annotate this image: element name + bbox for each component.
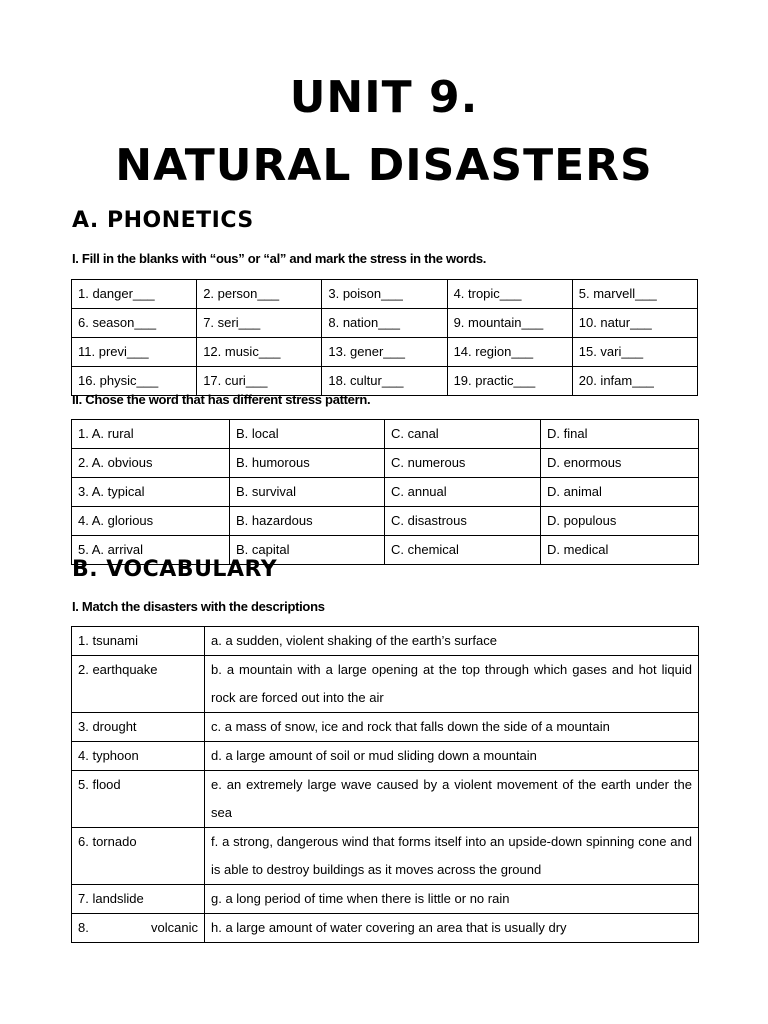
- option-cell: C. disastrous: [384, 506, 541, 536]
- word-cell: 10. natur___: [571, 308, 699, 338]
- table-row: 11. previ___ 12. music___ 13. gener___ 14. …: [70, 337, 699, 367]
- disaster-description: f. a strong, dangerous wind that forms i…: [204, 827, 699, 885]
- word-cell: 5. marvell___: [571, 279, 699, 309]
- disaster-term: 8. volcanic: [71, 913, 205, 943]
- table-row: 6. season___ 7. seri___ 8. nation___ 9. mou…: [70, 308, 699, 338]
- option-cell: B. capital: [229, 535, 385, 565]
- phonetics-instruction-2: II. Chose the word that has different st…: [72, 392, 371, 407]
- question-option-a: 1. A. rural: [71, 419, 230, 449]
- question-option-a: 2. A. obvious: [71, 448, 230, 478]
- option-cell: D. final: [540, 419, 699, 449]
- match-disasters-table: 1. tsunami a. a sudden, violent shaking o…: [71, 626, 699, 943]
- word-cell: 9. mountain___: [446, 308, 573, 338]
- fill-blanks-table: 1. danger___ 2. person___ 3. poison___ 4. t…: [70, 279, 699, 396]
- disaster-description: h. a large amount of water covering an a…: [204, 913, 699, 943]
- disaster-description: e. an extremely large wave caused by a v…: [204, 770, 699, 828]
- disaster-term: 4. typhoon: [71, 741, 205, 771]
- table-row: 4. typhoon d. a large amount of soil or m…: [71, 741, 699, 771]
- option-cell: C. canal: [384, 419, 541, 449]
- table-row: 2. earthquake b. a mountain with a large …: [71, 655, 699, 713]
- word-cell: 7. seri___: [196, 308, 323, 338]
- option-cell: B. survival: [229, 477, 385, 507]
- option-cell: D. enormous: [540, 448, 699, 478]
- table-row: 6. tornado f. a strong, dangerous wind th…: [71, 827, 699, 885]
- word-cell: 20. infam___: [571, 366, 699, 396]
- option-cell: D. animal: [540, 477, 699, 507]
- option-cell: D. medical: [540, 535, 699, 565]
- word-cell: 15. vari___: [571, 337, 699, 367]
- option-cell: C. chemical: [384, 535, 541, 565]
- section-a-heading: A. PHONETICS: [72, 208, 254, 233]
- table-row: 3. A. typical B. survival C. annual D. anim…: [71, 477, 699, 507]
- table-row: 7. landslide g. a long period of time whe…: [71, 884, 699, 914]
- table-row: 2. A. obvious B. humorous C. numerous D. en…: [71, 448, 699, 478]
- word-cell: 8. nation___: [321, 308, 448, 338]
- word-cell: 3. poison___: [321, 279, 448, 309]
- option-cell: C. annual: [384, 477, 541, 507]
- word-cell: 19. practic___: [446, 366, 573, 396]
- option-cell: C. numerous: [384, 448, 541, 478]
- word-cell: 17. curi___: [196, 366, 323, 396]
- unit-subtitle: NATURAL DISASTERS: [115, 140, 653, 191]
- question-option-a: 4. A. glorious: [71, 506, 230, 536]
- word-cell: 2. person___: [196, 279, 323, 309]
- disaster-term: 6. tornado: [71, 827, 205, 885]
- question-option-a: 3. A. typical: [71, 477, 230, 507]
- disaster-description: b. a mountain with a large opening at th…: [204, 655, 699, 713]
- disaster-description: g. a long period of time when there is l…: [204, 884, 699, 914]
- word-cell: 12. music___: [196, 337, 323, 367]
- table-row: 1. tsunami a. a sudden, violent shaking o…: [71, 626, 699, 656]
- disaster-term: 3. drought: [71, 712, 205, 742]
- word-cell: 13. gener___: [321, 337, 448, 367]
- word-cell: 11. previ___: [70, 337, 198, 367]
- stress-pattern-table: 1. A. rural B. local C. canal D. final 2. A.…: [71, 419, 699, 565]
- disaster-term: 1. tsunami: [71, 626, 205, 656]
- option-cell: B. local: [229, 419, 385, 449]
- word-cell: 18. cultur___: [321, 366, 448, 396]
- disaster-term: 7. landslide: [71, 884, 205, 914]
- word-cell: 4. tropic___: [446, 279, 573, 309]
- phonetics-instruction-1: I. Fill in the blanks with “ous” or “al”…: [72, 251, 487, 266]
- option-cell: B. humorous: [229, 448, 385, 478]
- disaster-term: 5. flood: [71, 770, 205, 828]
- disaster-description: d. a large amount of soil or mud sliding…: [204, 741, 699, 771]
- table-row: 8. volcanic h. a large amount of water co…: [71, 913, 699, 943]
- table-row: 3. drought c. a mass of snow, ice and roc…: [71, 712, 699, 742]
- table-row: 5. A. arrival B. capital C. chemical D. med…: [71, 535, 699, 565]
- table-row: 16. physic___ 17. curi___ 18. cultur___ 19.…: [70, 366, 699, 396]
- word-cell: 1. danger___: [70, 279, 198, 309]
- section-b-heading: B. VOCABULARY: [72, 557, 278, 582]
- table-row: 5. flood e. an extremely large wave cause…: [71, 770, 699, 828]
- disaster-term: 2. earthquake: [71, 655, 205, 713]
- disaster-description: a. a sudden, violent shaking of the eart…: [204, 626, 699, 656]
- unit-title: UNIT 9.: [289, 72, 479, 123]
- table-row: 1. A. rural B. local C. canal D. final: [71, 419, 699, 449]
- table-row: 4. A. glorious B. hazardous C. disastrous D…: [71, 506, 699, 536]
- word-cell: 6. season___: [70, 308, 198, 338]
- table-row: 1. danger___ 2. person___ 3. poison___ 4. t…: [70, 279, 699, 309]
- option-cell: D. populous: [540, 506, 699, 536]
- vocabulary-instruction-1: I. Match the disasters with the descript…: [72, 599, 325, 614]
- disaster-description: c. a mass of snow, ice and rock that fal…: [204, 712, 699, 742]
- word-cell: 14. region___: [446, 337, 573, 367]
- option-cell: B. hazardous: [229, 506, 385, 536]
- word-cell: 16. physic___: [70, 366, 198, 396]
